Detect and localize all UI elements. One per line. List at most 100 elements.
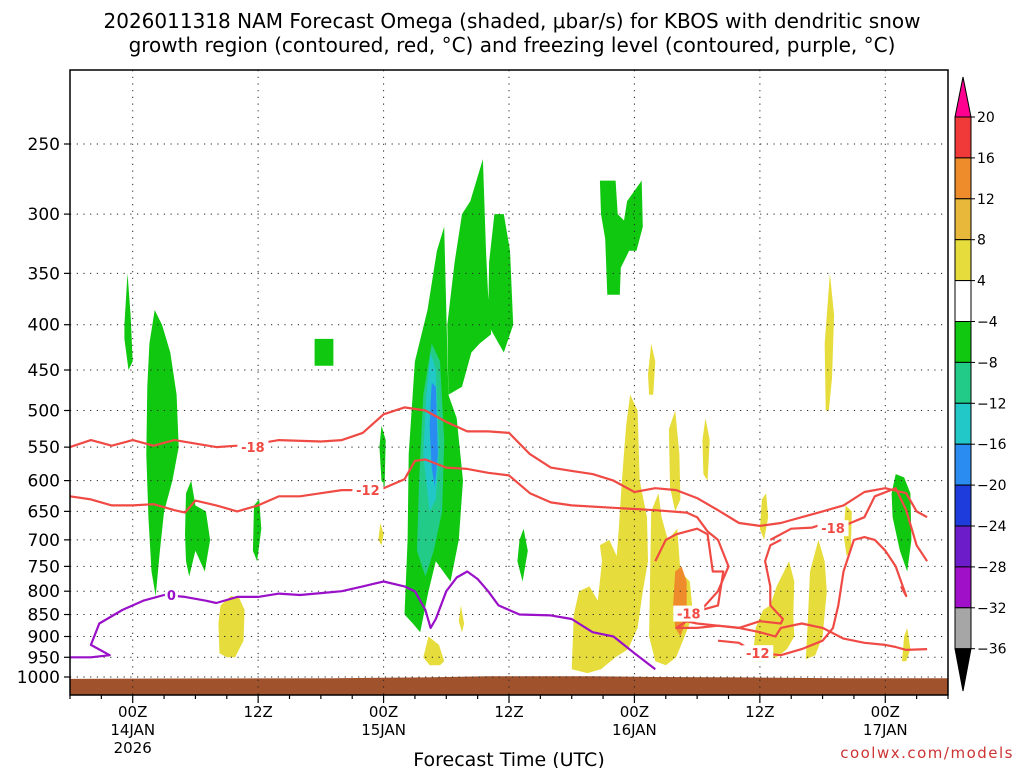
contour-label-4: -12 bbox=[746, 647, 770, 662]
x-tick-label-66: 12Z bbox=[745, 703, 774, 721]
colorbar-swatch-3 bbox=[954, 198, 972, 241]
contour-label-1: -12 bbox=[356, 484, 380, 499]
omega-region-29 bbox=[902, 627, 911, 662]
omega-region-30 bbox=[702, 418, 710, 481]
contour-label-bg-0 bbox=[237, 439, 269, 456]
y-tick-label-750: 750 bbox=[28, 557, 60, 577]
colorbar-swatch-1 bbox=[954, 116, 972, 159]
colorbar-label-11: −28 bbox=[977, 560, 1007, 576]
colorbar-label-13: −36 bbox=[977, 642, 1007, 658]
y-tick-label-900: 900 bbox=[28, 627, 60, 647]
y-tick-label-650: 650 bbox=[28, 502, 60, 522]
contour-label-bg-4 bbox=[742, 645, 774, 662]
omega-region-24 bbox=[752, 561, 795, 662]
colorbar-label-1: 16 bbox=[977, 151, 995, 167]
omega-region-22 bbox=[648, 343, 656, 395]
ground-area bbox=[70, 676, 948, 695]
x-tick-label-78: 00Z bbox=[871, 703, 900, 721]
y-tick-label-950: 950 bbox=[28, 648, 60, 668]
omega-region-15 bbox=[218, 596, 245, 658]
y-tick-label-1000: 1000 bbox=[17, 668, 60, 688]
colorbar-label-8: −16 bbox=[977, 437, 1007, 453]
x-axis-label: Forecast Time (UTC) bbox=[413, 749, 604, 768]
omega-region-16 bbox=[378, 523, 384, 546]
contour-label-bg-5 bbox=[164, 587, 178, 604]
contour-line-1 bbox=[69, 458, 928, 651]
colorbar-swatch-7 bbox=[954, 361, 972, 404]
omega-region-2 bbox=[185, 480, 211, 577]
y-tick-label-700: 700 bbox=[28, 531, 60, 551]
contour-label-0: -18 bbox=[241, 441, 265, 456]
omega-region-11 bbox=[599, 180, 643, 295]
title-line-1: 2026011318 NAM Forecast Omega (shaded, μ… bbox=[104, 9, 921, 33]
x-tick-date-54: 16JAN bbox=[612, 721, 657, 739]
omega-region-10 bbox=[488, 214, 514, 353]
colorbar-label-9: −20 bbox=[977, 478, 1007, 494]
colorbar-swatch-8 bbox=[954, 402, 972, 445]
colorbar-swatch-13 bbox=[954, 607, 972, 650]
colorbar-swatch-5 bbox=[954, 280, 972, 323]
omega-region-25 bbox=[805, 539, 827, 660]
colorbar-label-12: −32 bbox=[977, 601, 1007, 617]
x-tick-label-42: 12Z bbox=[494, 703, 523, 721]
x-tick-date-78: 17JAN bbox=[863, 721, 908, 739]
omega-region-21 bbox=[668, 410, 681, 512]
omega-region-9 bbox=[447, 159, 492, 395]
omega-region-18 bbox=[458, 605, 465, 633]
y-tick-label-600: 600 bbox=[28, 472, 60, 492]
contour-label-2: -18 bbox=[821, 522, 845, 537]
omega-region-19 bbox=[571, 394, 648, 674]
omega-region-14 bbox=[891, 474, 912, 572]
omega-region-4 bbox=[314, 338, 334, 366]
y-tick-label-450: 450 bbox=[28, 361, 60, 381]
colorbar-swatch-11 bbox=[954, 525, 972, 568]
x-tick-label-18: 12Z bbox=[243, 703, 272, 721]
y-tick-label-300: 300 bbox=[28, 205, 60, 225]
y-tick-label-350: 350 bbox=[28, 264, 60, 284]
x-tick-date-6: 14JAN bbox=[110, 721, 155, 739]
colorbar-label-7: −12 bbox=[977, 396, 1007, 412]
omega-region-20 bbox=[649, 493, 693, 666]
omega-region-26 bbox=[824, 273, 835, 411]
contour-label-bg-2 bbox=[817, 520, 849, 537]
contour-label-5: 0 bbox=[167, 589, 176, 604]
colorbar-swatch-4 bbox=[954, 239, 972, 282]
colorbar-swatch-12 bbox=[954, 566, 972, 609]
y-tick-label-400: 400 bbox=[28, 316, 60, 336]
contour-line-3 bbox=[654, 527, 784, 629]
omega-region-3 bbox=[252, 499, 262, 562]
y-axis-ticks: 2503003504004505005506006507007508008509… bbox=[17, 135, 70, 688]
colorbar-swatch-10 bbox=[954, 484, 972, 527]
colorbar-label-3: 8 bbox=[977, 233, 986, 249]
credit-text: coolwx.com/models bbox=[840, 744, 1014, 762]
omega-region-0 bbox=[124, 273, 133, 370]
omega-region-12 bbox=[517, 528, 528, 582]
contour-line-0 bbox=[69, 406, 928, 527]
colorbar-label-5: −4 bbox=[977, 315, 998, 331]
x-tick-label-54: 00Z bbox=[620, 703, 649, 721]
colorbar-label-6: −8 bbox=[977, 355, 998, 371]
colorbar: 20 16 12 8 4 −4 −8 −12 −16 −20 −24 −28 −32 −36 bbox=[954, 76, 1007, 692]
ground-mask bbox=[70, 676, 948, 695]
y-tick-label-250: 250 bbox=[28, 135, 60, 155]
contour-line-5 bbox=[70, 570, 656, 671]
omega-region-17 bbox=[423, 636, 445, 666]
contour-line-2 bbox=[769, 487, 929, 562]
x-tick-date-30: 15JAN bbox=[361, 721, 406, 739]
colorbar-swatch-9 bbox=[954, 443, 972, 486]
omega-region-1 bbox=[146, 310, 179, 596]
colorbar-label-2: 12 bbox=[977, 192, 995, 208]
omega-region-27 bbox=[759, 493, 769, 540]
colorbar-swatch-2 bbox=[954, 157, 972, 200]
y-tick-label-800: 800 bbox=[28, 582, 60, 602]
title-line-2: growth region (contoured, red, °C) and f… bbox=[129, 33, 896, 57]
contour-label-bg-3 bbox=[673, 605, 705, 622]
x-tick-label-6: 00Z bbox=[118, 703, 147, 721]
contour-label-3: -18 bbox=[677, 608, 701, 623]
y-tick-label-850: 850 bbox=[28, 606, 60, 626]
colorbar-arrow-bottom bbox=[954, 648, 972, 692]
omega-region-13 bbox=[379, 425, 386, 487]
